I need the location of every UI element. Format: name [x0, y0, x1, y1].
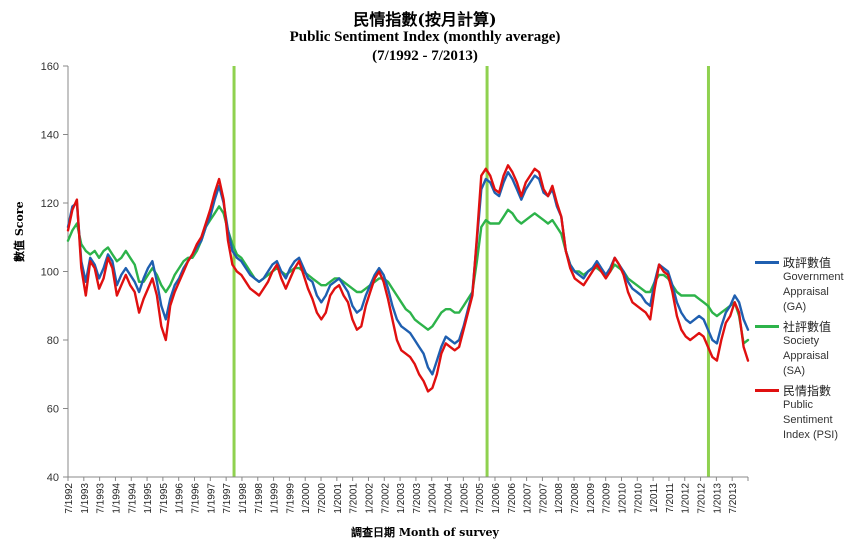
x-tick-label: 1/2011 [649, 483, 660, 513]
x-tick-label: 7/1997 [222, 483, 233, 514]
legend-label-zh-ga: 政評數值 [783, 256, 832, 270]
x-tick-label: 7/1998 [254, 483, 265, 514]
x-tick-label: 7/1995 [159, 483, 170, 514]
x-tick-label: 7/1996 [191, 483, 202, 514]
x-tick-label: 7/2004 [444, 483, 455, 514]
x-tick-label: 1/1997 [206, 483, 217, 514]
legend-label-zh-psi: 民情指數 [783, 384, 832, 398]
x-tick-label: 1/2007 [523, 483, 534, 514]
x-tick-label: 7/1999 [285, 483, 296, 514]
x-tick-label: 1/2010 [617, 483, 628, 514]
x-tick-label: 7/2008 [570, 483, 581, 514]
y-tick-label: 100 [41, 267, 59, 279]
series-line-sa [66, 205, 750, 345]
x-tick-label: 1/2009 [586, 483, 597, 514]
x-tick-label: 7/2013 [728, 483, 739, 514]
x-tick-label: 1/2008 [554, 483, 565, 514]
x-tick-label: 1/2000 [301, 483, 312, 514]
x-tick-label: 1/2013 [712, 483, 723, 514]
x-tick-label: 1/2001 [333, 483, 344, 514]
x-axis-label: 調查日期 Month of survey [351, 526, 499, 539]
x-tick-label: 7/2006 [507, 483, 518, 514]
x-tick-label: 7/2002 [380, 483, 391, 514]
series-line-ga [66, 170, 750, 376]
y-tick-label: 120 [41, 198, 59, 210]
x-tick-label: 7/1994 [127, 483, 138, 514]
legend-swatch-sa [755, 325, 779, 328]
x-tick-label: 1/1995 [143, 483, 154, 514]
x-tick-label: 1/2002 [364, 483, 375, 514]
axes [63, 65, 749, 481]
legend-swatch-ga [755, 261, 779, 264]
x-tick-label: 7/2010 [633, 483, 644, 514]
y-tick-label: 60 [47, 404, 59, 416]
x-tick-label: 1/2004 [428, 483, 439, 514]
legend-label-en-sa: Society Appraisal (SA) [783, 335, 829, 377]
x-tick-label: 7/2009 [602, 483, 613, 514]
chart-period: (7/1992 - 7/2013) [372, 48, 478, 64]
chart-title-zh: 民情指數(按月計算) [353, 10, 497, 29]
x-tick-label: 1/2012 [681, 483, 692, 514]
legend-label-zh-sa: 社評數值 [783, 320, 832, 334]
x-tick-label: 1/1996 [175, 483, 186, 514]
y-tick-label: 80 [47, 335, 59, 347]
x-tick-label: 7/1992 [64, 483, 75, 514]
x-tick-labels: 7/1992 1/1993 7/1993 1/1994 7/1994 1/1995 7/19… [64, 483, 739, 514]
y-tick-label: 160 [41, 61, 59, 73]
legend-swatch-psi [755, 389, 779, 392]
x-tick-label: 7/1993 [96, 483, 107, 514]
y-tick-labels: 40 60 80 100 120 140 160 [41, 61, 59, 484]
x-tick-label: 1/1999 [270, 483, 281, 514]
y-tick-label: 40 [47, 472, 59, 484]
x-tick-label: 7/2001 [349, 483, 360, 514]
series-lines [66, 164, 750, 393]
x-tick-label: 7/2011 [665, 483, 676, 513]
x-tick-label: 7/2007 [538, 483, 549, 514]
x-tick-label: 1/1998 [238, 483, 249, 514]
legend-label-en-ga: Government Appraisal (GA) [783, 271, 844, 313]
x-tick-label: 1/1994 [111, 483, 122, 514]
x-tick-label: 1/1993 [80, 483, 91, 514]
event-markers [232, 66, 710, 477]
series-line-psi [66, 164, 750, 393]
x-tick-label: 7/2005 [475, 483, 486, 514]
y-axis-label: 數值 Score [13, 201, 26, 262]
x-tick-label: 7/2000 [317, 483, 328, 514]
x-tick-label: 1/2003 [396, 483, 407, 514]
x-tick-label: 7/2012 [697, 483, 708, 514]
x-tick-label: 1/2005 [459, 483, 470, 514]
x-tick-label: 7/2003 [412, 483, 423, 514]
legend-label-en-psi: Public Sentiment Index (PSI) [783, 399, 839, 441]
y-tick-label: 140 [41, 130, 59, 142]
x-tick-label: 1/2006 [491, 483, 502, 514]
chart-title-en: Public Sentiment Index (monthly average) [289, 29, 561, 45]
